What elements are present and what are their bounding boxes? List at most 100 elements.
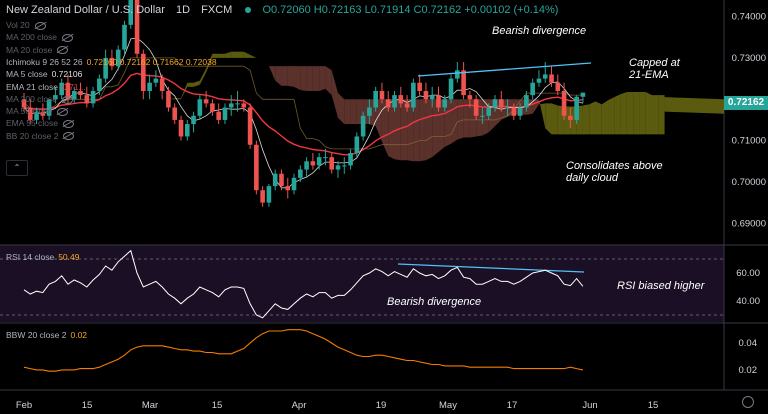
candle-body xyxy=(159,78,165,91)
candle-body xyxy=(392,95,397,108)
price-trendline xyxy=(417,62,592,77)
ichimoku-cloud-segment xyxy=(463,99,470,138)
settings-gear-icon[interactable] xyxy=(742,396,754,408)
ichimoku-cloud-segment xyxy=(224,51,232,58)
candle-body xyxy=(216,111,221,120)
ichimoku-cloud-segment xyxy=(639,92,646,135)
candle-body xyxy=(555,82,561,91)
indicator-row[interactable]: Ichimoku 9 26 52 26 0.72160 0.72162 0.716… xyxy=(6,57,217,67)
candle-body xyxy=(241,103,247,108)
ichimoku-cloud-segment xyxy=(620,92,627,135)
candle-body xyxy=(411,82,416,108)
candle-body xyxy=(467,95,473,100)
candle-body xyxy=(153,78,159,83)
interval-label[interactable]: 1D xyxy=(176,4,191,16)
candle-body xyxy=(367,107,372,116)
eye-hidden-icon[interactable] xyxy=(57,46,69,55)
ichimoku-cloud-segment xyxy=(608,97,615,135)
ichimoku-cloud-segment xyxy=(268,66,276,81)
x-tick-label: Jun xyxy=(582,400,597,411)
symbol-name[interactable]: New Zealand Dollar / U.S. Dollar xyxy=(6,4,165,16)
candle-body xyxy=(335,165,341,170)
candle-body xyxy=(71,90,77,100)
ichimoku-cloud-future xyxy=(664,97,724,114)
market-status-icon xyxy=(245,7,252,14)
rsi-pane-background xyxy=(0,245,724,322)
eye-hidden-icon[interactable] xyxy=(62,95,74,104)
x-tick-label: Apr xyxy=(292,400,307,411)
ichimoku-cloud-segment xyxy=(325,66,332,96)
indicator-row[interactable]: MA 200 close xyxy=(6,32,74,43)
ichimoku-cloud-segment xyxy=(275,66,282,86)
candle-body xyxy=(530,82,535,96)
rsi-trendline xyxy=(397,263,585,273)
price-tick-label: 0.74000 xyxy=(732,12,766,23)
x-tick-label: 15 xyxy=(212,400,223,411)
ichimoku-cloud-segment xyxy=(105,102,112,109)
indicator-row[interactable]: MA 5 close 0.72106 xyxy=(6,69,82,79)
candle-body xyxy=(65,82,71,100)
candle-body xyxy=(398,95,404,104)
ichimoku-cloud-segment xyxy=(350,99,357,125)
indicator-name: Vol 20 xyxy=(6,20,30,30)
x-tick-label: May xyxy=(439,400,457,411)
ichimoku-cloud-segment xyxy=(545,103,552,135)
indicator-name: MA 200 close xyxy=(6,32,58,43)
ichimoku-cloud-segment xyxy=(287,66,295,87)
ohlc-readout: O0.72060 H0.72163 L0.71914 C0.72162 +0.0… xyxy=(262,4,559,16)
eye-hidden-icon[interactable] xyxy=(34,21,46,30)
candle-body xyxy=(385,99,391,108)
indicator-value: 0.72160 0.72162 0.71662 0.72038 xyxy=(86,56,217,67)
x-tick-label: Feb xyxy=(16,400,32,411)
eye-hidden-icon[interactable] xyxy=(62,120,74,129)
ichimoku-cloud-segment xyxy=(482,99,489,136)
candle-body xyxy=(122,24,127,50)
indicator-row[interactable]: Vol 20 xyxy=(6,20,46,30)
rsi-legend-value: 50.49 xyxy=(58,252,80,262)
indicator-name: MA 5 close xyxy=(6,69,48,80)
ichimoku-cloud-segment xyxy=(199,68,207,85)
indicator-row[interactable]: MA 200 close xyxy=(6,93,74,104)
ichimoku-cloud-segment xyxy=(582,104,590,135)
ichimoku-cloud-segment xyxy=(306,66,313,91)
candle-body xyxy=(222,107,228,120)
indicator-name: MA 20 close xyxy=(6,44,53,55)
candle-body xyxy=(561,90,567,116)
eye-hidden-icon[interactable] xyxy=(62,34,74,43)
indicator-row[interactable]: MA 50 close xyxy=(6,106,69,117)
candle-body xyxy=(285,186,291,191)
indicator-row[interactable]: MA 20 close xyxy=(6,44,69,55)
indicator-name: Ichimoku 9 26 52 26 xyxy=(6,56,83,67)
indicator-row[interactable]: BB 20 close 2 xyxy=(6,131,75,141)
indicator-name: EMA 21 close xyxy=(6,81,58,92)
candle-body xyxy=(235,103,240,105)
collapse-legend-chevron-icon[interactable]: ⌃ xyxy=(6,160,28,176)
indicator-row[interactable]: EMA 21 close 0.71... xyxy=(6,82,86,92)
candle-body xyxy=(166,90,171,108)
x-tick-label: Mar xyxy=(142,400,158,411)
ichimoku-cloud-segment xyxy=(658,95,665,135)
ichimoku-cloud-segment xyxy=(626,92,634,135)
candle-body xyxy=(260,190,265,203)
candle-body xyxy=(279,173,284,187)
ichimoku-cloud-segment xyxy=(319,66,326,91)
candle-body xyxy=(228,103,234,108)
candle-body xyxy=(53,95,58,100)
ichimoku-cloud-segment xyxy=(331,70,338,118)
ichimoku-cloud-segment xyxy=(187,82,194,87)
indicator-row[interactable]: EMA 55 close xyxy=(6,118,74,128)
price-tick-label: 0.69000 xyxy=(732,218,766,229)
ichimoku-cloud-segment xyxy=(193,80,200,87)
indicator-name: MA 50 close xyxy=(6,106,53,117)
eye-hidden-icon[interactable] xyxy=(63,132,75,141)
ichimoku-cloud-segment xyxy=(413,99,420,162)
candle-body xyxy=(379,90,385,100)
bbw-line xyxy=(23,329,584,372)
eye-hidden-icon[interactable] xyxy=(57,107,69,116)
candle-body xyxy=(480,115,485,117)
price-tick-label: 0.70000 xyxy=(732,177,766,188)
candle-body xyxy=(354,136,360,154)
indicator-name: MA 200 close xyxy=(6,93,58,104)
ichimoku-cloud-segment xyxy=(601,100,609,135)
